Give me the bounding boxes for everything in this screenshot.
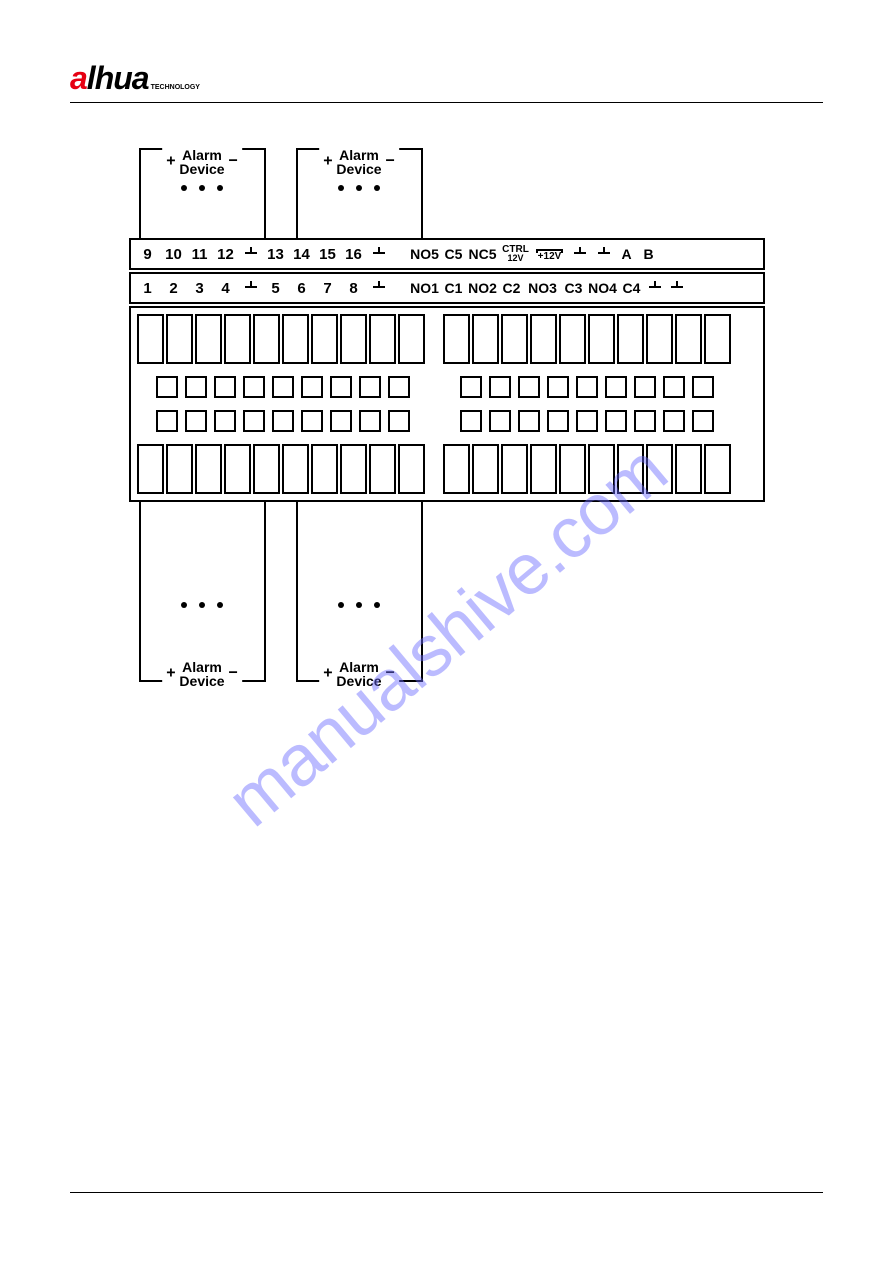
terminal-p12v: +12V xyxy=(533,246,567,262)
ellipsis-dots xyxy=(338,602,380,608)
terminal-no3: NO3 xyxy=(525,280,561,296)
terminal-c1: C1 xyxy=(443,280,465,296)
alarm-device-bottom-1: + AlarmDevice − xyxy=(139,502,266,682)
terminal-labels-row-bottom: 1 2 3 4 5 6 7 8 NO1 C1 NO2 C2 NO3 C3 NO4… xyxy=(129,272,765,304)
polarity-minus: − xyxy=(228,665,237,682)
terminal-a: A xyxy=(617,246,637,262)
polarity-plus: + xyxy=(166,665,175,682)
footer-divider xyxy=(70,1192,823,1193)
page-header: alhua TECHNOLOGY xyxy=(70,60,823,103)
terminal-13: 13 xyxy=(263,246,289,263)
ground-icon xyxy=(593,246,615,262)
ground-icon xyxy=(239,246,263,263)
ground-icon xyxy=(367,246,391,263)
terminal-14: 14 xyxy=(289,246,315,263)
terminal-no1: NO1 xyxy=(409,280,441,296)
ground-icon xyxy=(367,280,391,297)
terminal-block xyxy=(129,306,765,502)
terminal-c4: C4 xyxy=(621,280,643,296)
ground-icon xyxy=(239,280,263,297)
alarm-device-top-2: + AlarmDevice − xyxy=(296,148,423,208)
logo-subtitle: TECHNOLOGY xyxy=(151,84,200,91)
terminal-11: 11 xyxy=(187,246,213,263)
polarity-minus: − xyxy=(385,665,394,682)
alarm-label: + AlarmDevice − xyxy=(319,148,399,176)
ellipsis-dots xyxy=(338,185,380,191)
alarm-device-top-1: + AlarmDevice − xyxy=(139,148,266,208)
terminal-1: 1 xyxy=(135,280,161,297)
polarity-minus: − xyxy=(385,153,394,170)
terminal-no2: NO2 xyxy=(467,280,499,296)
terminal-labels-row-top: 9 10 11 12 13 14 15 16 NO5 C5 NC5 CTRL12… xyxy=(129,238,765,270)
terminal-15: 15 xyxy=(315,246,341,263)
terminal-8: 8 xyxy=(341,280,367,297)
terminal-7: 7 xyxy=(315,280,341,297)
terminal-2: 2 xyxy=(161,280,187,297)
ground-icon xyxy=(667,280,687,296)
ellipsis-dots xyxy=(181,185,223,191)
polarity-plus: + xyxy=(166,153,175,170)
terminal-c3: C3 xyxy=(563,280,585,296)
terminal-5: 5 xyxy=(263,280,289,297)
wiring-diagram: + AlarmDevice − + AlarmDevice − xyxy=(129,148,765,682)
terminal-c2: C2 xyxy=(501,280,523,296)
terminal-no5: NO5 xyxy=(409,246,441,262)
terminal-b: B xyxy=(639,246,659,262)
ellipsis-dots xyxy=(181,602,223,608)
terminal-4: 4 xyxy=(213,280,239,297)
terminal-nc5: NC5 xyxy=(467,246,499,262)
terminal-9: 9 xyxy=(135,246,161,263)
logo-letters: lhua xyxy=(87,60,149,96)
ground-icon xyxy=(645,280,665,296)
polarity-plus: + xyxy=(323,665,332,682)
alarm-label: + AlarmDevice − xyxy=(162,660,242,688)
alarm-devices-bottom: + AlarmDevice − + AlarmDevice − xyxy=(129,502,765,682)
terminal-10: 10 xyxy=(161,246,187,263)
terminal-no4: NO4 xyxy=(587,280,619,296)
terminal-6: 6 xyxy=(289,280,315,297)
terminal-3: 3 xyxy=(187,280,213,297)
logo-letter-a: a xyxy=(70,60,87,96)
alarm-device-bottom-2: + AlarmDevice − xyxy=(296,502,423,682)
polarity-plus: + xyxy=(323,153,332,170)
terminal-block-right xyxy=(443,314,731,494)
terminal-block-left xyxy=(137,314,425,494)
terminal-16: 16 xyxy=(341,246,367,263)
terminal-12: 12 xyxy=(213,246,239,263)
brand-logo: alhua TECHNOLOGY xyxy=(70,60,823,97)
alarm-devices-top: + AlarmDevice − + AlarmDevice − xyxy=(129,148,765,238)
polarity-minus: − xyxy=(228,153,237,170)
ground-icon xyxy=(569,246,591,262)
alarm-label: + AlarmDevice − xyxy=(162,148,242,176)
alarm-label: + AlarmDevice − xyxy=(319,660,399,688)
terminal-c5: C5 xyxy=(443,246,465,262)
terminal-ctrl12v: CTRL12V xyxy=(501,245,531,262)
